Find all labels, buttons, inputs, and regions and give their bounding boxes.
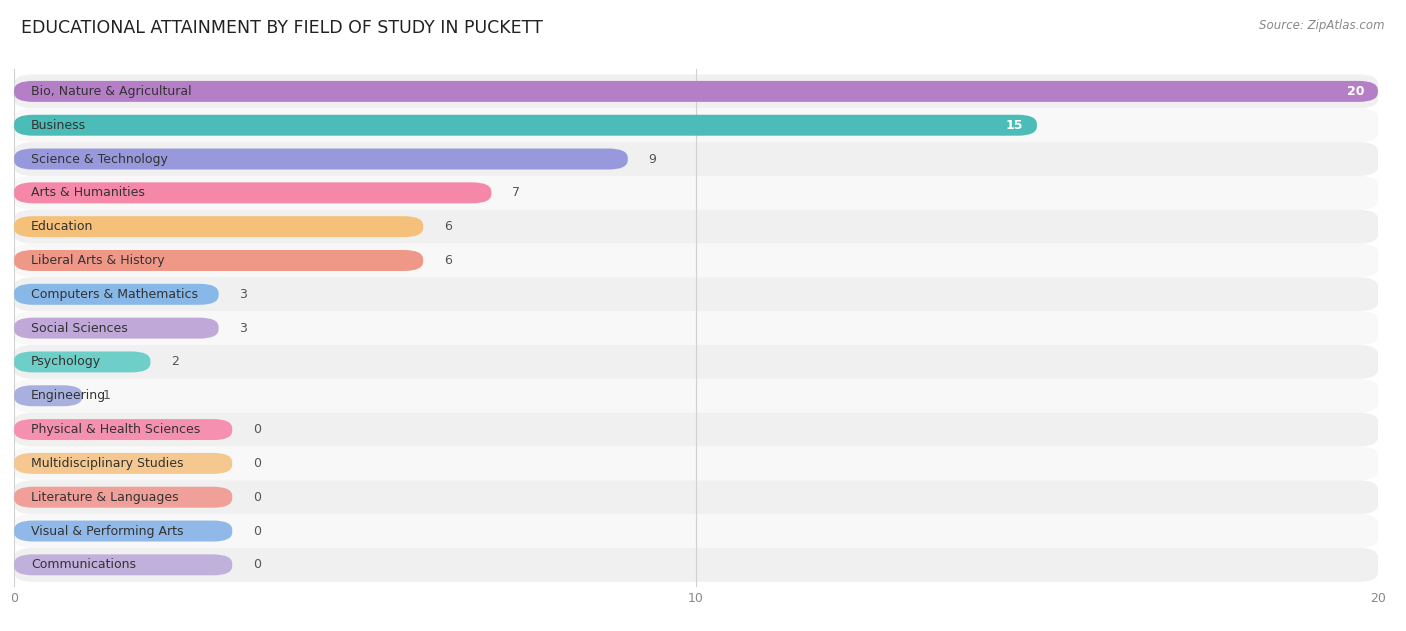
Text: Multidisciplinary Studies: Multidisciplinary Studies xyxy=(31,457,184,470)
FancyBboxPatch shape xyxy=(14,521,232,541)
FancyBboxPatch shape xyxy=(14,311,1378,345)
Text: Source: ZipAtlas.com: Source: ZipAtlas.com xyxy=(1260,19,1385,32)
FancyBboxPatch shape xyxy=(14,480,1378,514)
FancyBboxPatch shape xyxy=(14,345,1378,379)
Text: EDUCATIONAL ATTAINMENT BY FIELD OF STUDY IN PUCKETT: EDUCATIONAL ATTAINMENT BY FIELD OF STUDY… xyxy=(21,19,543,37)
Text: 0: 0 xyxy=(253,457,260,470)
Text: 3: 3 xyxy=(239,322,247,334)
Text: 7: 7 xyxy=(512,186,520,199)
Text: Engineering: Engineering xyxy=(31,389,107,402)
FancyBboxPatch shape xyxy=(14,514,1378,548)
FancyBboxPatch shape xyxy=(14,351,150,372)
FancyBboxPatch shape xyxy=(14,419,232,440)
Text: 6: 6 xyxy=(444,254,451,267)
Text: Psychology: Psychology xyxy=(31,355,101,369)
Text: Education: Education xyxy=(31,220,93,233)
FancyBboxPatch shape xyxy=(14,317,219,339)
FancyBboxPatch shape xyxy=(14,148,627,170)
Text: Physical & Health Sciences: Physical & Health Sciences xyxy=(31,423,201,436)
Text: Visual & Performing Arts: Visual & Performing Arts xyxy=(31,524,184,538)
FancyBboxPatch shape xyxy=(14,182,492,203)
Text: 20: 20 xyxy=(1347,85,1364,98)
FancyBboxPatch shape xyxy=(14,115,1038,136)
Text: 0: 0 xyxy=(253,423,260,436)
FancyBboxPatch shape xyxy=(14,216,423,237)
Text: Bio, Nature & Agricultural: Bio, Nature & Agricultural xyxy=(31,85,191,98)
FancyBboxPatch shape xyxy=(14,447,1378,480)
FancyBboxPatch shape xyxy=(14,386,82,406)
Text: Science & Technology: Science & Technology xyxy=(31,153,167,165)
Text: Computers & Mathematics: Computers & Mathematics xyxy=(31,288,198,301)
FancyBboxPatch shape xyxy=(14,548,1378,582)
FancyBboxPatch shape xyxy=(14,379,1378,413)
FancyBboxPatch shape xyxy=(14,487,232,508)
FancyBboxPatch shape xyxy=(14,81,1378,102)
FancyBboxPatch shape xyxy=(14,244,1378,278)
FancyBboxPatch shape xyxy=(14,413,1378,447)
FancyBboxPatch shape xyxy=(14,109,1378,142)
FancyBboxPatch shape xyxy=(14,209,1378,244)
Text: 15: 15 xyxy=(1005,119,1024,132)
Text: 0: 0 xyxy=(253,558,260,571)
Text: 9: 9 xyxy=(648,153,657,165)
FancyBboxPatch shape xyxy=(14,453,232,474)
FancyBboxPatch shape xyxy=(14,176,1378,209)
Text: Business: Business xyxy=(31,119,86,132)
Text: 2: 2 xyxy=(172,355,179,369)
FancyBboxPatch shape xyxy=(14,142,1378,176)
Text: Liberal Arts & History: Liberal Arts & History xyxy=(31,254,165,267)
Text: 6: 6 xyxy=(444,220,451,233)
Text: Literature & Languages: Literature & Languages xyxy=(31,491,179,504)
Text: 1: 1 xyxy=(103,389,111,402)
Text: 0: 0 xyxy=(253,491,260,504)
FancyBboxPatch shape xyxy=(14,74,1378,109)
FancyBboxPatch shape xyxy=(14,278,1378,311)
Text: 0: 0 xyxy=(253,524,260,538)
Text: Communications: Communications xyxy=(31,558,136,571)
Text: 3: 3 xyxy=(239,288,247,301)
FancyBboxPatch shape xyxy=(14,250,423,271)
Text: Social Sciences: Social Sciences xyxy=(31,322,128,334)
FancyBboxPatch shape xyxy=(14,555,232,575)
Text: Arts & Humanities: Arts & Humanities xyxy=(31,186,145,199)
FancyBboxPatch shape xyxy=(14,284,219,305)
